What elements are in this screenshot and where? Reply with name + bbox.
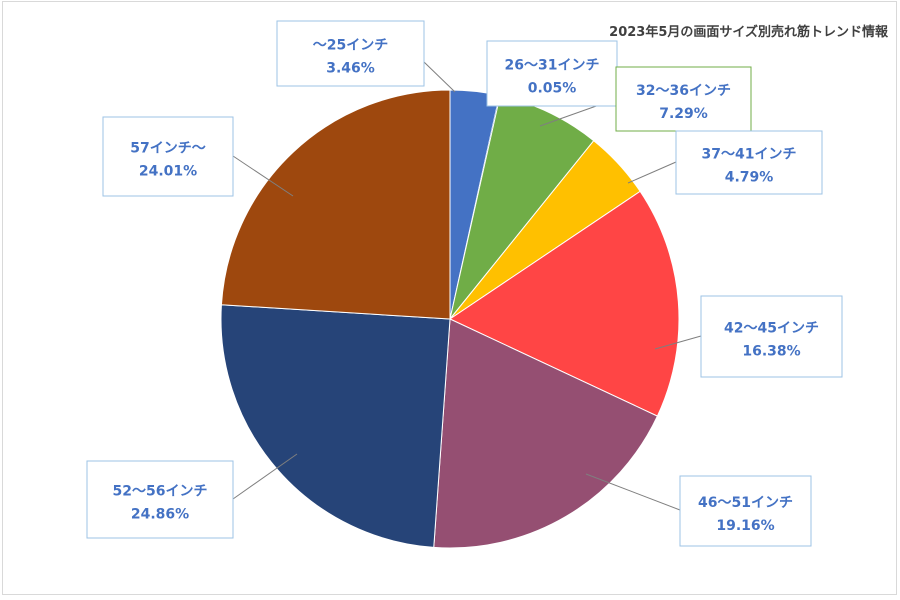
slice-category-label: 57インチ〜 xyxy=(130,141,205,157)
callout-box xyxy=(615,66,752,132)
data-label-callout: 32〜36インチ 7.29% xyxy=(615,66,752,132)
callout-box xyxy=(700,295,843,378)
pie-slice xyxy=(220,304,451,548)
data-label-callout: 26〜31インチ 0.05% xyxy=(486,40,618,107)
callout-box xyxy=(86,460,234,539)
slice-value-label: 4.79% xyxy=(725,170,774,186)
callout-leader-line xyxy=(423,61,456,93)
slice-category-label: 42〜45インチ xyxy=(724,321,819,337)
slice-value-label: 3.46% xyxy=(326,61,375,77)
data-label-callout: 57インチ〜 24.01% xyxy=(102,116,234,197)
data-label-callout: 42〜45インチ 16.38% xyxy=(700,295,843,378)
callout-box xyxy=(679,475,812,547)
slice-category-label: 〜25インチ xyxy=(313,38,388,54)
chart-title: 2023年5月の画面サイズ別売れ筋トレンド情報 xyxy=(609,25,888,40)
data-label-callout: 52〜56インチ 24.86% xyxy=(86,460,234,539)
slice-value-label: 24.86% xyxy=(131,507,189,523)
slice-value-label: 16.38% xyxy=(742,344,800,360)
callout-leader-line xyxy=(232,453,298,500)
data-label-callout: 46〜51インチ 19.16% xyxy=(679,475,812,547)
callout-box xyxy=(486,40,618,107)
data-label-callout: 37〜41インチ 4.79% xyxy=(675,130,823,195)
pie-slice xyxy=(448,190,680,417)
callout-leaders xyxy=(232,61,702,511)
callouts: 〜25インチ 3.46% 26〜31インチ 0.05% 32〜36インチ 7.29% 37〜… xyxy=(86,20,843,547)
callout-leader-line xyxy=(585,473,681,511)
callout-box xyxy=(276,20,425,87)
pie-slices xyxy=(220,89,680,549)
data-label-callout: 〜25インチ 3.46% xyxy=(276,20,425,87)
callout-leader-line xyxy=(627,161,677,184)
slice-value-label: 24.01% xyxy=(139,164,197,180)
callout-box xyxy=(102,116,234,197)
pie-slice xyxy=(433,318,659,549)
slice-category-label: 26〜31インチ xyxy=(505,58,600,74)
callout-box xyxy=(675,130,823,195)
callout-leader-line xyxy=(654,335,702,350)
slice-category-label: 46〜51インチ xyxy=(698,495,793,511)
callout-leader-line xyxy=(232,155,294,197)
slice-category-label: 32〜36インチ xyxy=(636,83,731,99)
slice-value-label: 0.05% xyxy=(528,81,577,97)
slice-value-label: 19.16% xyxy=(716,518,774,534)
slice-category-label: 52〜56インチ xyxy=(113,484,208,500)
pie-slice xyxy=(220,89,451,320)
slice-category-label: 37〜41インチ xyxy=(702,147,797,163)
slice-value-label: 7.29% xyxy=(659,106,708,122)
